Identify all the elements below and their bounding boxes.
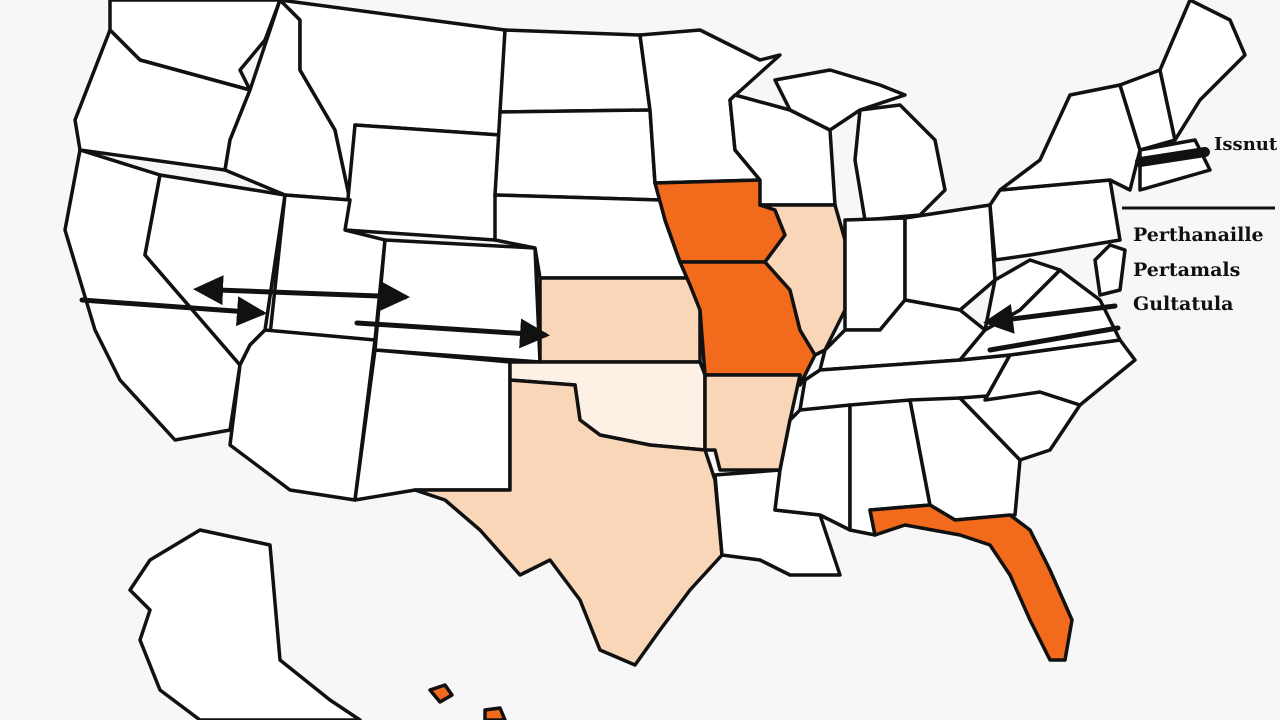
state-alaska[interactable] [128,528,362,720]
state-north-dakota[interactable] [498,28,652,114]
state-arizona[interactable] [228,328,377,502]
state-texas[interactable] [413,378,724,667]
state-new-york[interactable] [998,83,1142,192]
legend-item-1: Perthanaille [1133,224,1264,246]
state-michigan[interactable] [853,103,947,222]
state-pennsylvania[interactable] [988,178,1122,262]
state-arkansas[interactable] [703,373,802,472]
arrow-4 [983,303,1118,334]
top-label: Issnut [1214,134,1278,155]
state-south-dakota[interactable] [493,108,662,202]
state-new-mexico[interactable] [353,348,512,502]
state-hawaii[interactable] [428,683,454,704]
state-kansas[interactable] [538,276,702,364]
state-new-jersey-delaware[interactable] [1093,243,1127,297]
arrow-3 [354,318,550,349]
state-wyoming[interactable] [343,123,502,242]
state-ohio[interactable] [903,203,997,312]
pointer-line [987,325,1121,353]
top-pointer [1135,147,1210,167]
state-michigan-upper[interactable] [773,68,907,132]
state-florida[interactable] [868,503,1074,662]
state-hawaii-big-island[interactable] [483,706,507,720]
arrow-2 [193,275,410,312]
state-colorado[interactable] [373,238,542,364]
state-maine[interactable] [1158,0,1247,142]
legend-item-3: Gultatula [1133,293,1234,315]
legend-item-2: Pertamals [1133,259,1241,281]
